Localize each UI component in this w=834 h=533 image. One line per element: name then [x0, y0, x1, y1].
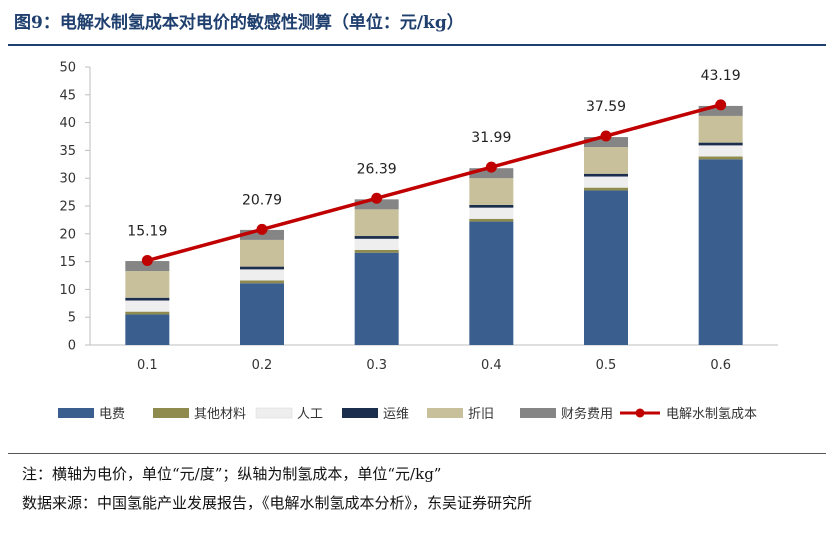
y-tick-label: 20 [59, 227, 76, 242]
bar-segment [584, 190, 628, 345]
data-source: 数据来源：中国氢能产业发展报告，《电解水制氢成本分析》，东吴证券研究所 [22, 494, 533, 512]
bar-segment [469, 178, 514, 205]
bar-segment [354, 252, 399, 345]
bar-segment [240, 239, 284, 267]
legend-swatch [427, 408, 463, 418]
bar-segment [125, 297, 170, 301]
bar-segment [698, 159, 743, 345]
y-tick-label: 40 [59, 116, 76, 131]
cost-line [146, 103, 722, 263]
data-label: 43.19 [701, 68, 741, 84]
bar-segment [240, 280, 284, 284]
cost-line-point [600, 130, 612, 142]
x-tick-label: 0.1 [137, 358, 158, 373]
bar-segment [125, 261, 170, 272]
cost-line-point [485, 161, 497, 173]
bar-segment [469, 204, 514, 208]
bar-segment [469, 218, 514, 222]
bar-segment [240, 229, 284, 240]
bar-segment [584, 173, 628, 177]
legend-label: 电解水制氢成本 [666, 407, 757, 422]
bar-segment [354, 249, 399, 253]
y-tick-label: 10 [59, 283, 76, 298]
bar-segment [125, 300, 170, 312]
bar-segment [698, 156, 743, 160]
legend-label: 折旧 [468, 407, 494, 422]
bar-segment [584, 176, 628, 188]
bar-segment [240, 283, 284, 345]
cost-line-point [256, 223, 268, 235]
legend-label: 电费 [99, 407, 125, 422]
legend-swatch [342, 408, 378, 418]
y-tick-label: 30 [59, 172, 76, 187]
legend-swatch [255, 407, 293, 419]
bar-segment [125, 311, 170, 315]
x-tick-label: 0.5 [596, 358, 617, 373]
bar-segment [584, 137, 628, 148]
bar-segment [469, 207, 514, 219]
title-divider [8, 44, 826, 46]
legend-label: 其他材料 [194, 407, 246, 422]
y-tick-label: 50 [59, 61, 76, 76]
bar-segment [584, 147, 628, 174]
x-tick-label: 0.2 [252, 358, 273, 373]
data-label: 15.19 [127, 224, 167, 240]
x-tick-label: 0.4 [481, 358, 502, 373]
footer-divider [8, 453, 826, 454]
bar-segment [240, 269, 284, 281]
bar-segment [240, 266, 284, 270]
legend-line-marker [635, 408, 645, 418]
data-label: 26.39 [357, 161, 397, 177]
data-label: 31.99 [471, 130, 511, 146]
bar-segment [698, 115, 743, 143]
figure-note: 注：横轴为电价，单位“元/度”；纵轴为制氢成本，单位“元/kg” [22, 465, 442, 483]
legend-label: 人工 [297, 407, 323, 422]
y-tick-label: 5 [68, 311, 76, 326]
cost-line-point [141, 255, 153, 267]
bar-segment [354, 236, 399, 239]
x-tick-label: 0.6 [710, 358, 731, 373]
bar-segment [125, 271, 170, 298]
bar-segment [469, 168, 514, 179]
legend-swatch [520, 408, 556, 418]
bar-segment [698, 145, 743, 157]
figure-title: 图9：电解水制氢成本对电价的敏感性测算（单位：元/kg） [14, 13, 464, 33]
cost-line-point [371, 192, 383, 204]
bar-segment [584, 187, 628, 191]
bar-segment [698, 142, 743, 146]
y-tick-label: 0 [68, 339, 76, 354]
legend-swatch [153, 408, 189, 418]
bar-segment [125, 314, 170, 345]
legend-label: 运维 [383, 407, 409, 422]
bar-segment [354, 238, 399, 250]
y-tick-label: 25 [59, 200, 76, 215]
y-tick-label: 35 [59, 144, 76, 159]
data-label: 20.79 [242, 192, 282, 208]
x-tick-label: 0.3 [366, 358, 387, 373]
legend-swatch [58, 408, 94, 418]
bar-segment [354, 209, 399, 237]
y-tick-label: 15 [59, 255, 76, 270]
bar-segment [469, 221, 514, 345]
data-label: 37.59 [586, 99, 626, 115]
bar-segment [698, 105, 743, 116]
cost-line-point [715, 99, 727, 111]
y-tick-label: 45 [59, 88, 76, 103]
legend-label: 财务费用 [561, 406, 613, 422]
bar-segment [354, 199, 399, 210]
